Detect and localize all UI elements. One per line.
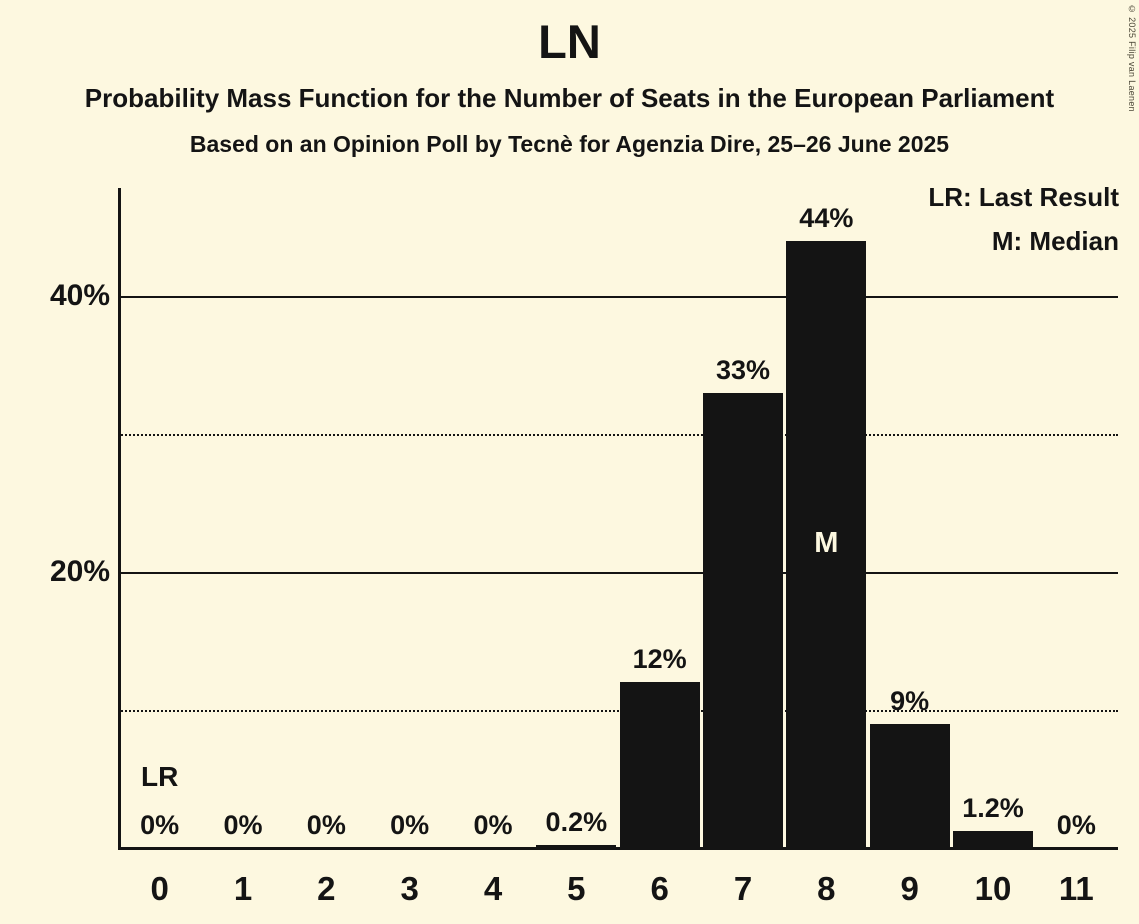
- copyright-notice: © 2025 Filip van Laenen: [1127, 4, 1137, 112]
- x-axis-tick-label-11: 11: [1058, 870, 1094, 907]
- x-axis-tick-label-2: 2: [317, 870, 336, 907]
- bar-value-label-5: 0.2%: [545, 807, 608, 838]
- bar-value-label-7: 33%: [715, 354, 771, 385]
- x-axis-tick-label-7: 7: [733, 870, 753, 907]
- x-axis-tick-label-9: 9: [900, 870, 919, 907]
- x-axis-tick-label-0: 0: [150, 870, 169, 907]
- bar-seats-9: [869, 723, 950, 848]
- title-block: LN Probability Mass Function for the Num…: [0, 0, 1139, 156]
- y-axis-tick-label: 40%: [49, 279, 110, 312]
- x-axis-tick-label-1: 1: [233, 870, 253, 907]
- bar-value-label-6: 12%: [632, 644, 687, 675]
- bar-value-label-3: 0%: [390, 810, 430, 840]
- chart-subsubtitle: Based on an Opinion Poll by Tecnè for Ag…: [189, 131, 950, 157]
- bar-value-label-2: 0%: [306, 810, 346, 840]
- bar-value-label-9: 9%: [890, 685, 930, 716]
- bar-value-label-11: 0%: [1056, 810, 1096, 840]
- bar-seats-6: [619, 682, 700, 848]
- bar-seats-7: [702, 392, 784, 848]
- x-axis-tick-label-3: 3: [400, 870, 419, 907]
- marker-last-result: LR: [141, 761, 179, 792]
- bar-value-label-10: 1.2%: [962, 793, 1024, 824]
- bar-value-label-4: 0%: [473, 810, 513, 840]
- legend-entry-last-result: LR: Last Result: [928, 182, 1119, 212]
- chart-subtitle: Probability Mass Function for the Number…: [84, 83, 1055, 113]
- legend-entry-median: M: Median: [991, 226, 1119, 256]
- page-title: LN: [538, 15, 601, 68]
- bar-seats-5: [536, 845, 617, 848]
- gridline-solid-40: [118, 296, 1118, 298]
- bar-seats-10: [952, 831, 1034, 848]
- bar-value-label-8: 44%: [799, 202, 854, 233]
- y-axis-tick-label: 20%: [49, 555, 110, 588]
- x-axis-tick-label-4: 4: [483, 870, 503, 907]
- x-axis-tick-label-5: 5: [567, 870, 586, 907]
- gridline-dotted-30: [118, 434, 1118, 436]
- legend: LR: Last Result M: Median: [928, 184, 1119, 272]
- x-axis-line: [118, 847, 1118, 850]
- gridline-solid-20: [118, 572, 1118, 574]
- bar-value-label-1: 0%: [223, 810, 263, 840]
- gridline-dotted-10: [118, 710, 1118, 712]
- bar-seats-8: [786, 240, 867, 848]
- marker-median: M: [814, 527, 839, 560]
- x-axis-tick-label-6: 6: [650, 870, 669, 907]
- x-axis-tick-label-10: 10: [974, 870, 1012, 907]
- y-axis-line: [118, 188, 121, 850]
- x-axis-tick-label-8: 8: [817, 870, 836, 907]
- bar-value-label-0: 0%: [140, 810, 180, 840]
